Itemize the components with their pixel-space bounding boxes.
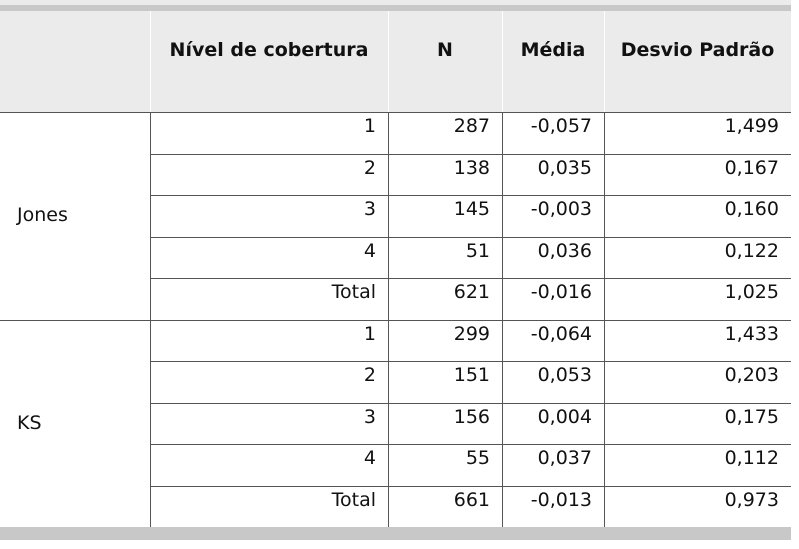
group-border	[0, 319, 791, 321]
table-cell: 299	[453, 322, 490, 345]
table-cell: 1,433	[724, 322, 779, 345]
table-cell: 1	[363, 322, 376, 345]
row-border	[150, 278, 791, 279]
header-background	[0, 0, 791, 112]
column-border	[150, 112, 151, 527]
table-cell: Total	[331, 281, 376, 303]
header-separator	[150, 11, 151, 112]
group-border	[0, 112, 791, 113]
table-cell: 156	[453, 405, 490, 428]
column-border	[388, 112, 389, 527]
group-label: Jones	[17, 204, 68, 226]
table-cell: -0,016	[530, 281, 592, 303]
table-cell: 4	[363, 239, 376, 262]
table-cell: 51	[465, 239, 490, 262]
table-cell: -0,003	[530, 198, 592, 220]
row-border	[150, 444, 791, 445]
header-separator	[388, 11, 389, 112]
column-header: Média	[520, 39, 586, 61]
column-border	[502, 112, 503, 527]
column-border	[604, 112, 605, 527]
table-cell: 0,053	[537, 364, 592, 386]
table-cell: -0,057	[530, 115, 592, 137]
column-header: Desvio Padrão	[620, 39, 775, 61]
row-border	[150, 236, 791, 238]
table-cell: 0,004	[537, 405, 592, 428]
table-cell: 0,203	[724, 364, 779, 386]
top-bar	[0, 5, 791, 11]
row-border	[150, 195, 791, 196]
table-cell: 0,036	[537, 239, 592, 262]
row-border	[150, 402, 791, 404]
table-cell: 3	[363, 198, 376, 220]
table-cell: 3	[363, 405, 376, 428]
row-border	[150, 361, 791, 362]
table-cell: 0,035	[537, 156, 592, 179]
table-cell: 151	[453, 364, 490, 386]
table-cell: 0,112	[724, 447, 779, 469]
row-border	[150, 153, 791, 155]
table-cell: 1	[363, 115, 376, 137]
column-header: N	[437, 39, 453, 61]
table-cell: 621	[453, 281, 490, 303]
table-cell: -0,064	[530, 322, 592, 345]
group-label: KS	[17, 411, 42, 434]
table-cell: 0,122	[724, 239, 779, 262]
table-cell: 0,160	[724, 198, 779, 220]
table-cell: -0,013	[530, 488, 592, 511]
header-separator	[604, 11, 605, 112]
table-cell: 0,037	[537, 447, 592, 469]
table-cell: 55	[465, 447, 490, 469]
table-cell: 2	[363, 364, 376, 386]
table-cell: 1,025	[724, 281, 779, 303]
table-cell: 287	[453, 115, 490, 137]
table-cell: 2	[363, 156, 376, 179]
table-cell: 145	[453, 198, 490, 220]
table-cell: 1,499	[724, 115, 779, 137]
table-cell: 4	[363, 447, 376, 469]
header-separator	[502, 11, 503, 112]
table-cell: Total	[331, 488, 376, 511]
table-cell: 661	[453, 488, 490, 511]
table-cell: 0,973	[724, 488, 779, 511]
column-header: Nível de cobertura	[169, 39, 369, 61]
table-cell: 0,175	[724, 405, 779, 428]
row-border	[150, 485, 791, 487]
table-cell: 0,167	[724, 156, 779, 179]
table-cell: 138	[453, 156, 490, 179]
bottom-bar	[0, 527, 791, 540]
